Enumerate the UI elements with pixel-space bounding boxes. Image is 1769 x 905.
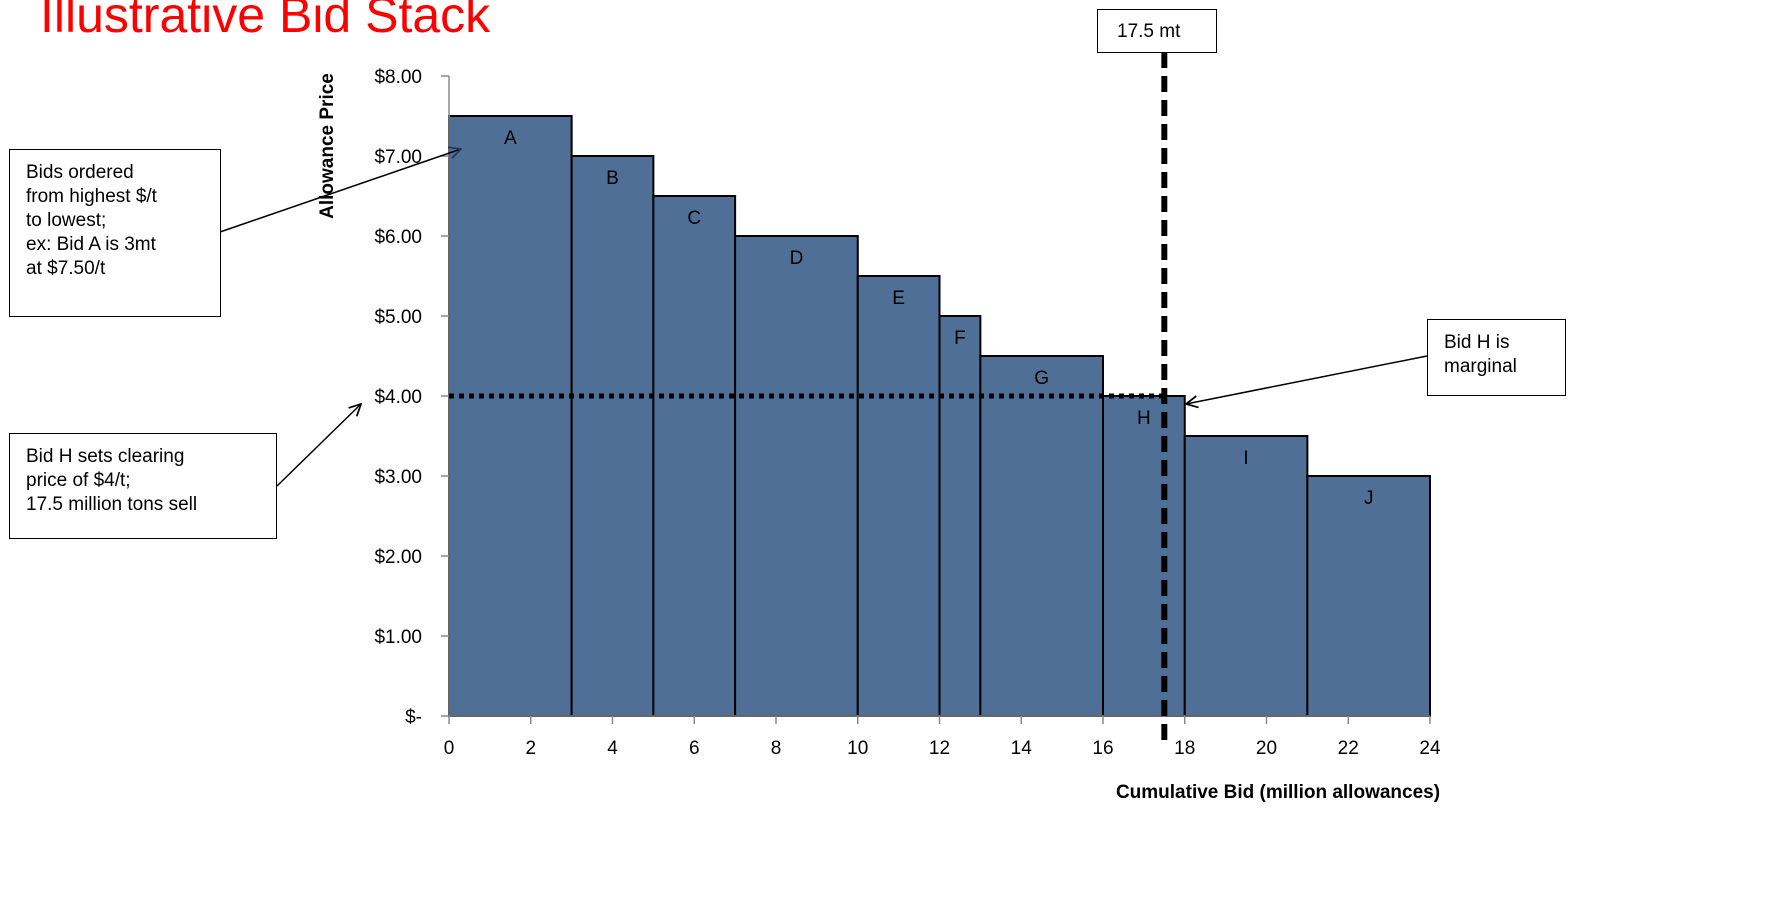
bar-h: [1102, 395, 1186, 717]
x-tick-label: 8: [771, 738, 782, 759]
y-tick-label: $6.00: [374, 227, 422, 248]
y-tick-label: $2.00: [374, 547, 422, 568]
y-tick-label: $3.00: [374, 467, 422, 488]
x-tick-label: 0: [444, 738, 455, 759]
callout-arrows-layer: [219, 149, 1428, 487]
y-tick-label: $4.00: [374, 387, 422, 408]
x-tick-label: 14: [1011, 738, 1033, 759]
y-tick-label: $7.00: [374, 147, 422, 168]
bar-c: [652, 195, 737, 717]
callout-line: marginal: [1444, 356, 1517, 377]
bar-label-i: I: [1243, 448, 1248, 469]
bar-label-a: A: [504, 128, 517, 149]
x-tick-label: 4: [607, 738, 618, 759]
y-tick-label: $8.00: [374, 67, 422, 88]
bar-label-h: H: [1137, 408, 1151, 429]
x-tick-label: 20: [1256, 738, 1277, 759]
bar-j: [1306, 475, 1431, 717]
bar-label-g: G: [1034, 368, 1049, 389]
bar-d: [734, 235, 859, 717]
bar-label-e: E: [892, 288, 905, 309]
callout-line: ex: Bid A is 3mt: [26, 234, 156, 255]
bar-label-b: B: [606, 168, 619, 189]
x-tick-label: 22: [1338, 738, 1359, 759]
callout-line: 17.5 million tons sell: [26, 494, 198, 515]
bars-layer: A B C D E F G H I J: [448, 115, 1431, 717]
y-axis-title: Allowance Price: [317, 73, 338, 219]
marginal-bid-callout: Bid H is marginal: [1427, 319, 1566, 396]
y-tick-label: $1.00: [374, 627, 422, 648]
y-tick-label: $-: [405, 707, 422, 728]
bar-e: [856, 275, 941, 717]
bar-label-d: D: [790, 248, 804, 269]
bar-i: [1183, 435, 1309, 717]
bar-label-j: J: [1364, 488, 1374, 509]
x-tick-label: 18: [1174, 738, 1195, 759]
callout-line: from highest $/t: [26, 186, 157, 207]
marginal-callout-arrow: [1186, 355, 1428, 404]
callout-line: 17.5 mt: [1117, 21, 1181, 42]
x-tick-label: 6: [689, 738, 700, 759]
x-tick-label: 24: [1419, 738, 1441, 759]
clearing-volume-label: 17.5 mt: [1097, 9, 1217, 53]
y-tick-label: $5.00: [374, 307, 422, 328]
bar-g: [979, 355, 1104, 717]
bar-label-f: F: [954, 328, 966, 349]
bar-b: [570, 155, 655, 717]
bids-callout-arrow: [219, 149, 461, 233]
bids-ordered-callout: Bids ordered from highest $/t to lowest;…: [9, 149, 221, 317]
clearing-price-callout: Bid H sets clearing price of $4/t; 17.5 …: [9, 433, 277, 539]
page-title: Illustrative Bid Stack: [40, 0, 491, 43]
callout-line: to lowest;: [26, 210, 107, 231]
callout-line: Bid H is: [1444, 332, 1510, 353]
bar-a: [448, 115, 573, 717]
x-tick-label: 16: [1092, 738, 1113, 759]
x-tick-label: 10: [847, 738, 868, 759]
x-tick-label: 12: [929, 738, 950, 759]
callout-line: price of $4/t;: [26, 470, 131, 491]
axes-layer: $- $1.00 $2.00 $3.00 $4.00 $5.00 $6.00 $7.00 $8.…: [317, 67, 1441, 803]
bar-f: [938, 315, 982, 717]
x-axis-title: Cumulative Bid (million allowances): [1116, 782, 1440, 803]
callout-line: Bid H sets clearing: [26, 446, 185, 467]
clearing-callout-arrow: [276, 404, 361, 487]
callout-line: Bids ordered: [26, 162, 134, 183]
reference-lines-layer: [449, 52, 1168, 745]
x-tick-label: 2: [525, 738, 536, 759]
bar-label-c: C: [687, 208, 701, 229]
callout-line: at $7.50/t: [26, 258, 106, 279]
